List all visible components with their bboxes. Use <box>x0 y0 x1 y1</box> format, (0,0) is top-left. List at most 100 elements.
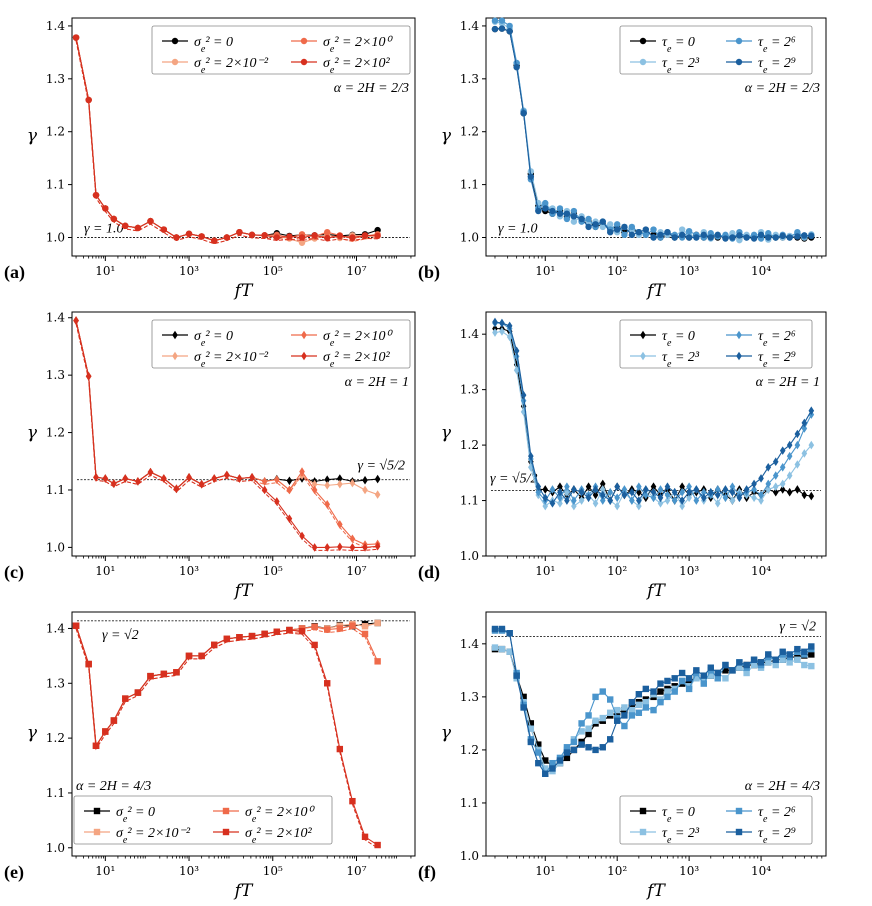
data-point <box>722 235 729 242</box>
data-point <box>801 661 808 669</box>
y-tick-label: 1.0 <box>460 549 479 563</box>
data-point <box>664 688 671 695</box>
x-axis-label: fT <box>645 881 666 901</box>
data-point <box>506 630 513 637</box>
data-point <box>678 226 686 233</box>
subscript: e <box>123 814 128 825</box>
data-point <box>808 232 815 240</box>
data-point <box>735 37 743 45</box>
data-point <box>808 440 815 450</box>
data-point <box>236 634 243 641</box>
y-tick-label: 1.2 <box>460 438 479 452</box>
data-point <box>772 457 779 467</box>
data-point <box>628 706 636 714</box>
data-point <box>499 327 505 336</box>
y-tick-label: 1.1 <box>460 796 479 810</box>
data-point <box>642 704 650 711</box>
data-point <box>765 462 772 472</box>
data-point <box>729 667 736 674</box>
alpha-annotation: α = 2H = 4/3 <box>76 779 151 794</box>
data-point <box>198 233 205 240</box>
data-point <box>729 496 736 505</box>
data-point <box>578 741 585 748</box>
data-point <box>110 215 118 223</box>
legend-text-rest: ² = 0 <box>127 805 155 820</box>
legend-box <box>619 319 813 369</box>
data-point <box>160 226 168 233</box>
data-point <box>585 223 592 231</box>
x-tick-label: 10² <box>607 264 627 278</box>
x-tick-label: 10¹ <box>95 864 115 878</box>
data-point <box>299 467 305 476</box>
y-tick-label: 1.1 <box>46 178 65 192</box>
data-point <box>585 730 592 738</box>
legend-text-rest: ² = 2×10⁻² <box>127 826 190 841</box>
data-point <box>808 651 815 658</box>
data-point <box>650 706 657 714</box>
data-point <box>629 487 635 497</box>
subscript: e <box>201 338 206 349</box>
data-point <box>211 474 218 483</box>
data-point <box>801 418 808 428</box>
data-point <box>642 226 650 233</box>
data-point <box>758 474 764 483</box>
data-point <box>173 669 180 676</box>
data-point <box>311 623 318 631</box>
data-point <box>779 648 786 655</box>
x-tick-label: 10⁴ <box>751 564 771 578</box>
data-point <box>171 58 179 66</box>
data-point <box>736 664 743 671</box>
data-point <box>743 485 750 494</box>
data-point <box>542 485 549 494</box>
data-point <box>801 648 808 655</box>
data-point <box>102 728 109 735</box>
data-point <box>223 234 231 241</box>
data-point <box>671 688 678 695</box>
data-point <box>643 490 649 500</box>
alpha-annotation: α = 2H = 2/3 <box>745 81 820 96</box>
data-point <box>772 234 779 241</box>
legend-text-rest: = 2⁹ <box>767 350 795 365</box>
subscript: e <box>763 814 768 825</box>
data-point <box>657 485 664 494</box>
data-point <box>324 229 331 236</box>
data-point <box>535 759 542 767</box>
y-axis-label: γ <box>27 126 38 146</box>
reference-line-label: γ = √2 <box>102 628 139 643</box>
data-point <box>585 482 592 491</box>
series-line <box>75 625 379 748</box>
data-point <box>628 223 636 231</box>
subscript: e <box>667 65 672 76</box>
data-point <box>614 482 620 491</box>
data-point <box>549 485 556 494</box>
data-point <box>336 745 344 753</box>
data-point <box>557 482 563 491</box>
data-point <box>298 234 306 241</box>
data-point <box>222 807 230 815</box>
data-point <box>636 482 642 491</box>
y-tick-label: 1.1 <box>460 494 479 508</box>
data-point <box>599 490 606 500</box>
data-point <box>700 493 707 503</box>
data-point <box>592 693 599 701</box>
data-point <box>571 485 577 494</box>
legend-label: σe² = 2×10⁻² <box>194 56 269 76</box>
y-axis-label: γ <box>441 126 452 146</box>
data-point <box>599 485 606 494</box>
data-point <box>349 478 356 488</box>
subscript: e <box>763 338 768 349</box>
data-point <box>685 685 693 693</box>
y-tick-label: 1.4 <box>460 637 479 651</box>
data-point <box>736 659 743 666</box>
data-point <box>751 485 757 494</box>
data-point <box>286 476 293 486</box>
legend-text-rest: ² = 2×10² <box>334 350 390 365</box>
data-point <box>571 496 577 505</box>
series-line <box>494 628 812 775</box>
data-point <box>506 648 513 655</box>
data-point <box>557 499 563 508</box>
legend-box <box>151 319 411 369</box>
data-point <box>685 675 693 682</box>
data-point <box>585 725 592 732</box>
chart-panel-f: 1.0 1.1 1.2 1.3 1.4 10¹ 10² 10³ 10⁴ fT γ (f) γ = √2 τ… <box>418 611 827 901</box>
